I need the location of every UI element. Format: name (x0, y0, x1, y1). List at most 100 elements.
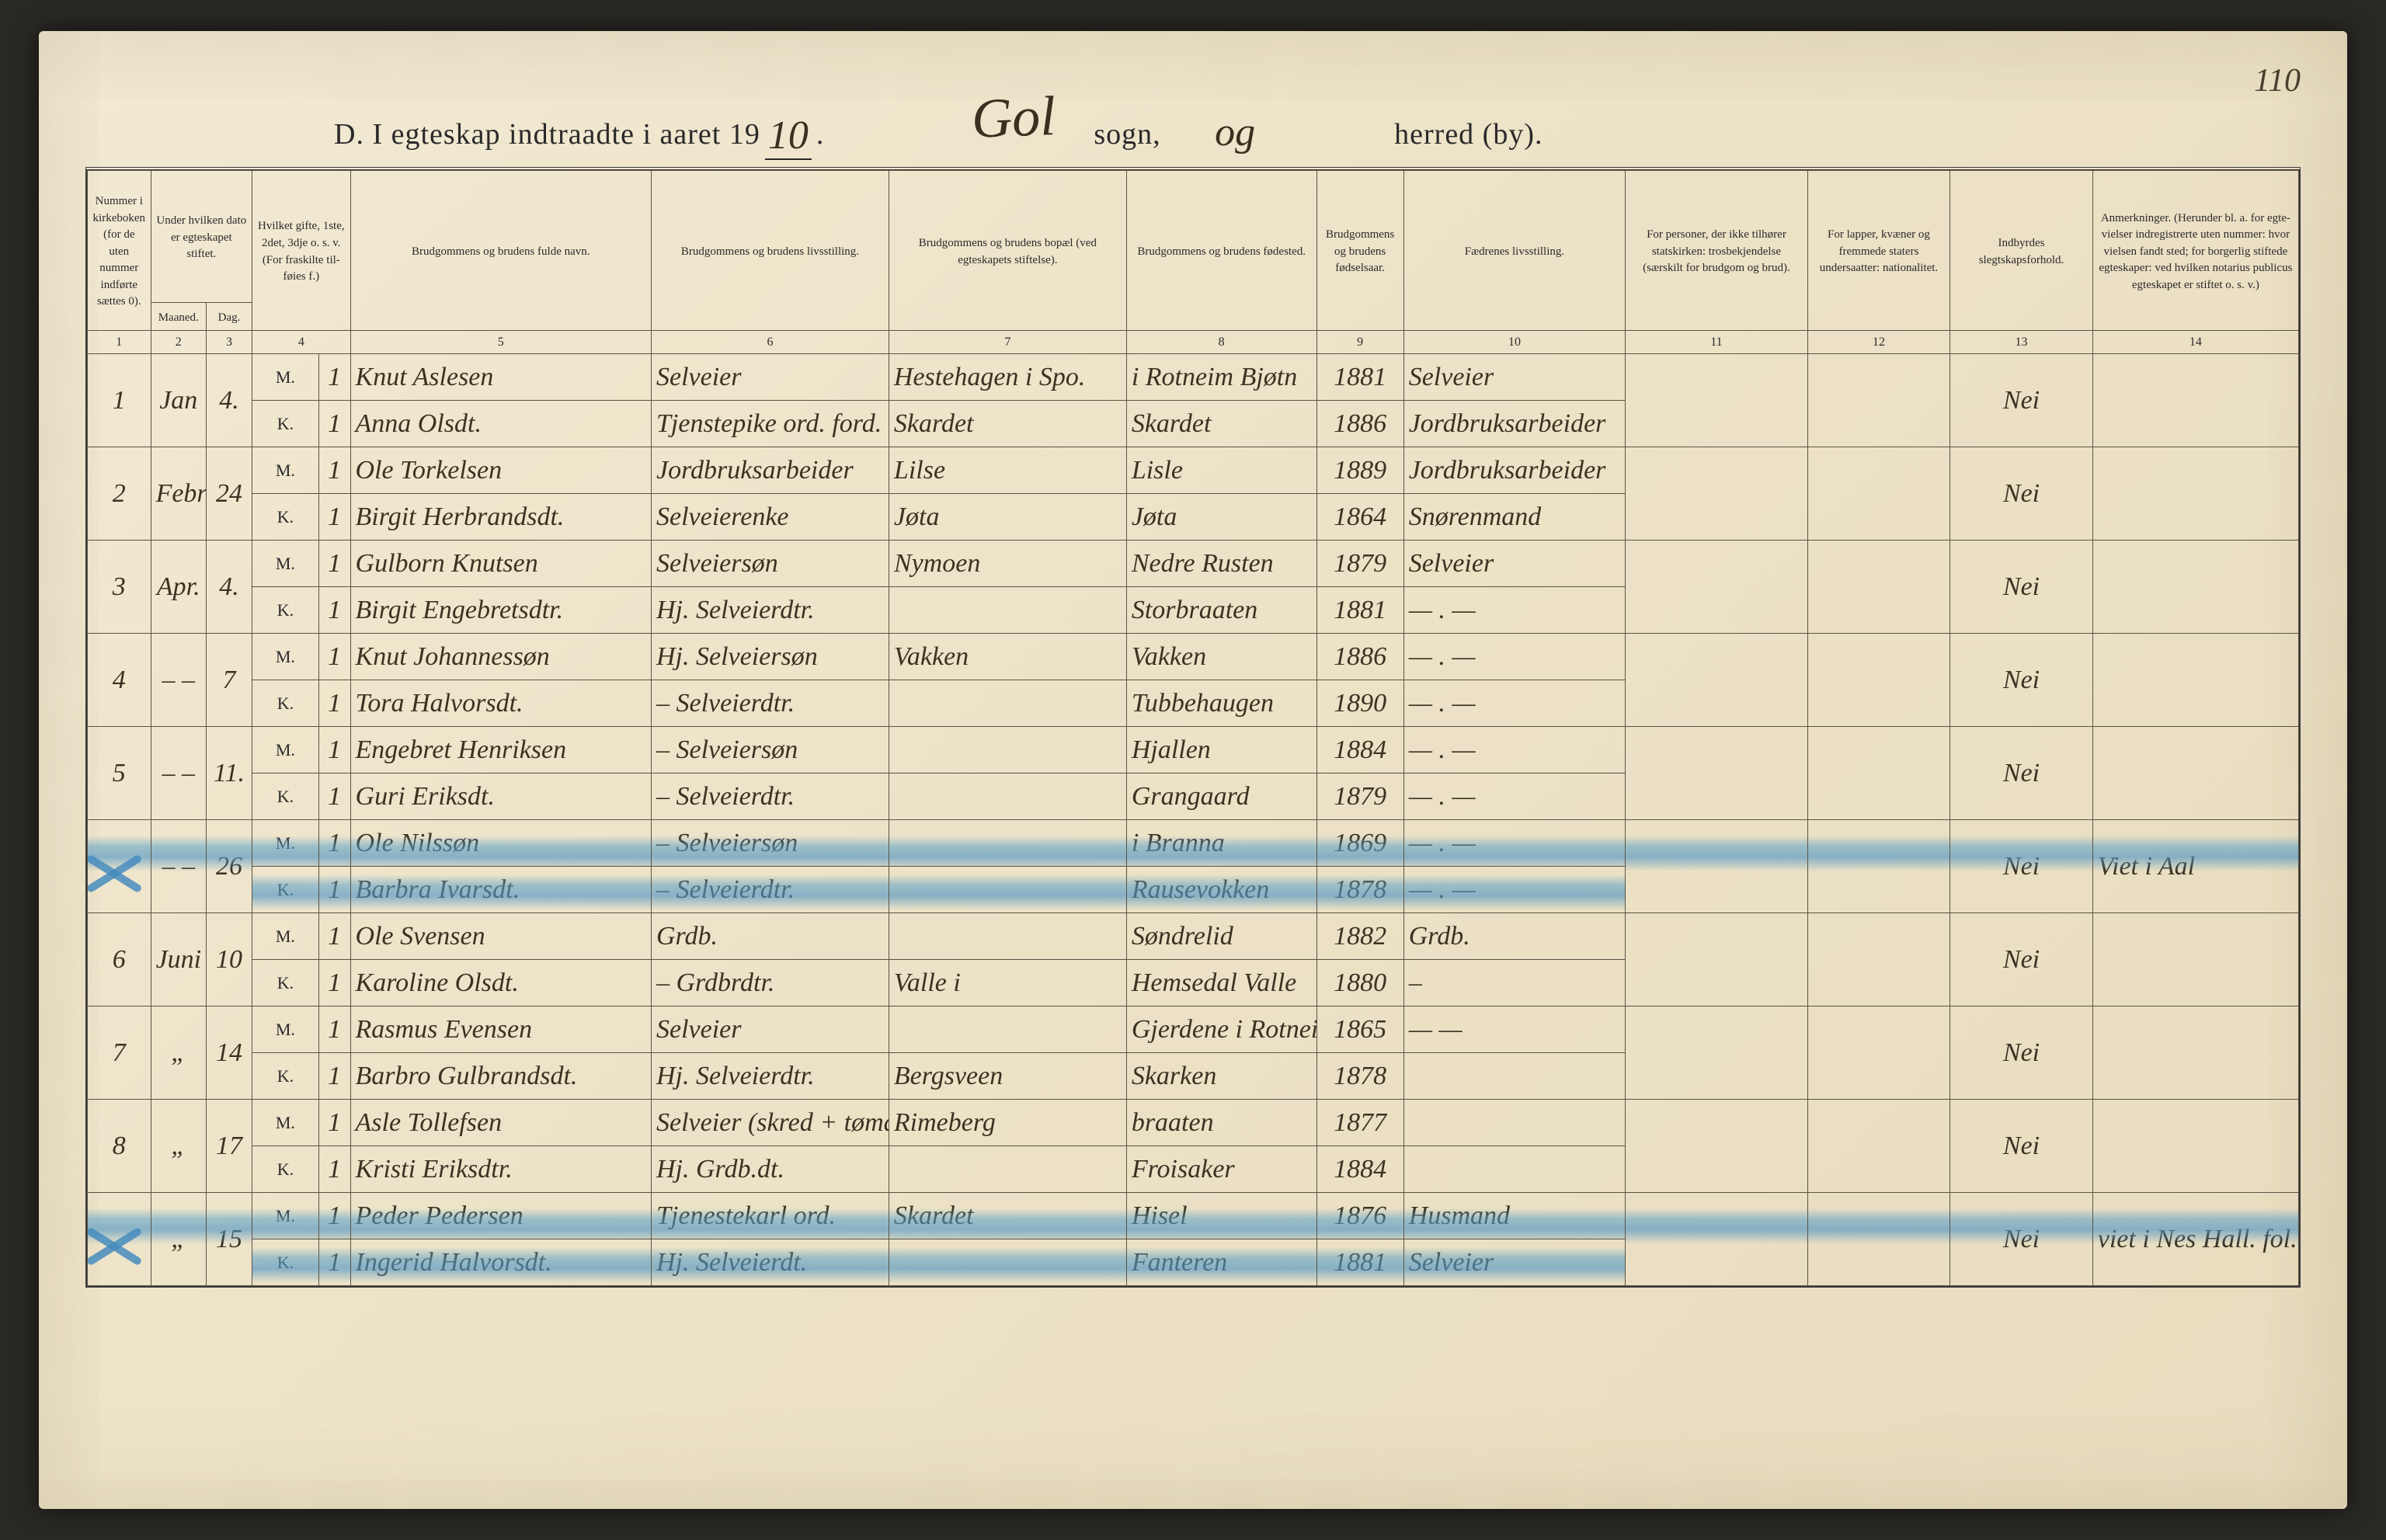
table-row: 1Jan4.M.1Knut AslesenSelveierHestehagen … (88, 354, 2299, 401)
livsstilling: ‒ Selveiersøn (652, 727, 889, 773)
day-cell: 4. (206, 541, 252, 634)
entry-number: 7 (88, 1006, 151, 1100)
livsstilling: Hj. Selveierdtr. (652, 587, 889, 634)
month-cell: ‒ ‒ (151, 727, 206, 820)
faedrenes-livsstilling (1403, 1146, 1626, 1193)
anmerkninger: viet i Nes Hall. fol. (2092, 1193, 2298, 1286)
livsstilling: Hj. Selveierdt. (652, 1239, 889, 1286)
fodested: Fanteren (1126, 1239, 1316, 1286)
col-header: For lapper, kvæner og fremmede staters u… (1807, 171, 1950, 331)
trosbekjendelse (1626, 447, 1808, 541)
day-cell: 24 (206, 447, 252, 541)
crayon-highlight (1127, 874, 1316, 910)
faedrenes-livsstilling: — . — (1403, 727, 1626, 773)
nationalitet (1807, 354, 1950, 447)
crayon-highlight (1127, 1247, 1316, 1283)
fodested: Rausevokken (1126, 867, 1316, 913)
anmerkninger (2092, 1100, 2298, 1193)
livsstilling: Tjenstepike ord. ford. (652, 401, 889, 447)
table-body: 1Jan4.M.1Knut AslesenSelveierHestehagen … (88, 354, 2299, 1286)
col-number: 11 (1626, 331, 1808, 354)
fodested: Jøta (1126, 494, 1316, 541)
crayon-highlight (252, 1208, 318, 1239)
col-header: Brudgommens og brudens bopæl (ved egtesk… (889, 171, 1126, 331)
col-number: 14 (2092, 331, 2298, 354)
fodested: Tubbehaugen (1126, 680, 1316, 727)
nationalitet (1807, 727, 1950, 820)
sogn-name-handwritten: Gol (970, 84, 1056, 151)
crayon-highlight (319, 1208, 350, 1239)
sogn-label: sogn, (1094, 118, 1160, 151)
livsstilling: Hj. Grdb.dt. (652, 1146, 889, 1193)
full-name: Engebret Henriksen (350, 727, 651, 773)
entry-number: 5 (88, 727, 151, 820)
col-number: 2 (151, 331, 206, 354)
fodested: Nedre Rusten (1126, 541, 1316, 587)
col-number: 3 (206, 331, 252, 354)
slegtskap: Nei (1950, 1100, 2093, 1193)
gifte-mk: K. (252, 1053, 319, 1100)
entry-number: 1 (88, 354, 151, 447)
gifte-num: 1 (318, 1239, 350, 1286)
faedrenes-livsstilling: Husmand (1403, 1193, 1626, 1239)
faedrenes-livsstilling: Selveier (1403, 541, 1626, 587)
crayon-highlight (1317, 1208, 1403, 1239)
title-year-handwritten: 10 (765, 113, 812, 160)
day-cell: 17 (206, 1100, 252, 1193)
crayon-highlight (319, 1247, 350, 1283)
trosbekjendelse (1626, 354, 1808, 447)
slegtskap: Nei (1950, 820, 2093, 913)
col-header: Brudgom­mens og brudens fødsels­aar. (1316, 171, 1403, 331)
livsstilling: ‒ Selveierdtr. (652, 680, 889, 727)
full-name: Kristi Eriksdtr. (350, 1146, 651, 1193)
full-name: Ole Torkelsen (350, 447, 651, 494)
col-number: 6 (652, 331, 889, 354)
bopel (889, 913, 1126, 960)
crayon-highlight (1950, 1208, 2092, 1244)
month-cell: „ (151, 1100, 206, 1193)
full-name: Rasmus Evensen (350, 1006, 651, 1053)
fodselsaar: 1884 (1316, 1146, 1403, 1193)
herred-label: herred (by). (1394, 118, 1543, 151)
month-cell: ‒ ‒ (151, 820, 206, 913)
livsstilling: ‒ Selveierdtr. (652, 867, 889, 913)
gifte-mk: M. (252, 727, 319, 773)
gifte-num: 1 (318, 634, 350, 680)
fodselsaar: 1879 (1316, 541, 1403, 587)
crayon-highlight (652, 1247, 889, 1283)
anmerkninger (2092, 354, 2298, 447)
crayon-highlight (151, 836, 206, 871)
livsstilling: Selveier (skred + tømand.) (652, 1100, 889, 1146)
gifte-num: 1 (318, 1146, 350, 1193)
col-number: 12 (1807, 331, 1950, 354)
crayon-highlight (889, 1208, 1126, 1239)
col-number: 5 (350, 331, 651, 354)
gifte-mk: K. (252, 773, 319, 820)
slegtskap: Nei (1950, 354, 2093, 447)
crayon-highlight (1404, 836, 1626, 867)
fodested: Vakken (1126, 634, 1316, 680)
full-name: Birgit Engebretsdtr. (350, 587, 651, 634)
crayon-highlight (1404, 1208, 1626, 1239)
bopel: Skardet (889, 401, 1126, 447)
bopel (889, 867, 1126, 913)
bopel (889, 773, 1126, 820)
col-header: Brudgommens og brudens livsstilling. (652, 171, 889, 331)
livsstilling: Selveier (652, 1006, 889, 1053)
slegtskap: Nei (1950, 727, 2093, 820)
fodselsaar: 1886 (1316, 634, 1403, 680)
anmerkninger (2092, 634, 2298, 727)
trosbekjendelse (1626, 820, 1808, 913)
month-cell: Juni (151, 913, 206, 1006)
col-subheader: Maaned. (151, 303, 206, 331)
table-row: 2Febr24M.1Ole TorkelsenJordbruksarbeider… (88, 447, 2299, 494)
month-cell: Febr (151, 447, 206, 541)
gifte-num: 1 (318, 401, 350, 447)
full-name: Knut Johannessøn (350, 634, 651, 680)
fodested: Hisel (1126, 1193, 1316, 1239)
full-name: Barbra Ivarsdt. (350, 867, 651, 913)
col-header: Under hvilken dato er egte­skapet stifte… (151, 171, 252, 303)
full-name: Birgit Herbrandsdt. (350, 494, 651, 541)
nationalitet (1807, 541, 1950, 634)
fodselsaar: 1884 (1316, 727, 1403, 773)
